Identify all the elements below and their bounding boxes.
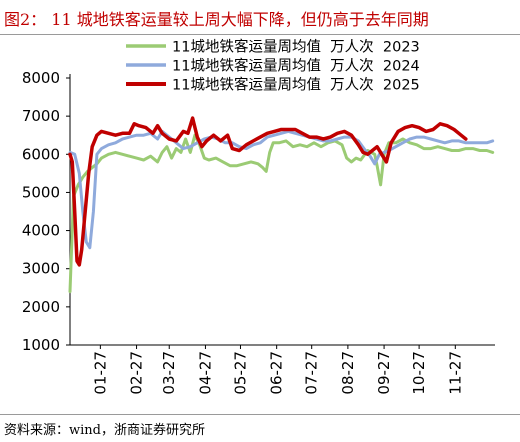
y-tick-label: 6000 xyxy=(22,145,60,163)
series-layer xyxy=(68,116,495,294)
y-tick-label: 1000 xyxy=(22,336,60,354)
source-divider xyxy=(0,414,520,415)
series-line-2 xyxy=(68,116,468,267)
x-tick-label: 09-27 xyxy=(375,351,393,395)
chart-axes: 1000 2000 3000 4000 5000 6000 7000 8000 01-27 02-… xyxy=(22,69,495,395)
x-tick-label: 10-27 xyxy=(410,351,428,395)
y-tick-label: 5000 xyxy=(22,183,60,201)
figure-title: 图2： 11 城地铁客运量较上周大幅下降，但仍高于去年同期 xyxy=(4,10,429,29)
x-tick-label: 01-27 xyxy=(91,351,109,395)
y-tick-label: 4000 xyxy=(22,222,60,240)
chart-legend: 11城地铁客运量周均值 万人次 2023 11城地铁客运量周均值 万人次 2024… xyxy=(126,39,420,94)
source-note: 资料来源：wind，浙商证券研究所 xyxy=(4,423,205,438)
series-line-0 xyxy=(68,133,495,294)
x-tick-label: 07-27 xyxy=(303,351,321,395)
x-tick-label: 04-27 xyxy=(196,351,214,395)
y-tick-label: 8000 xyxy=(22,69,60,87)
x-tick-label: 05-27 xyxy=(231,351,249,395)
legend-label-0: 11城地铁客运量周均值 万人次 2023 xyxy=(172,39,420,56)
x-tick-label: 02-27 xyxy=(128,351,146,395)
title-divider xyxy=(0,34,520,35)
y-tick-label: 2000 xyxy=(22,298,60,316)
series-line-1 xyxy=(68,129,495,250)
x-tick-label: 03-27 xyxy=(160,351,178,395)
legend-label-2: 11城地铁客运量周均值 万人次 2025 xyxy=(172,77,420,94)
legend-label-1: 11城地铁客运量周均值 万人次 2024 xyxy=(172,58,420,75)
x-tick-label: 11-27 xyxy=(446,351,464,395)
x-tick-label: 08-27 xyxy=(339,351,357,395)
y-tick-label: 3000 xyxy=(22,260,60,278)
x-tick-label: 06-27 xyxy=(268,351,286,395)
y-tick-label: 7000 xyxy=(22,107,60,125)
